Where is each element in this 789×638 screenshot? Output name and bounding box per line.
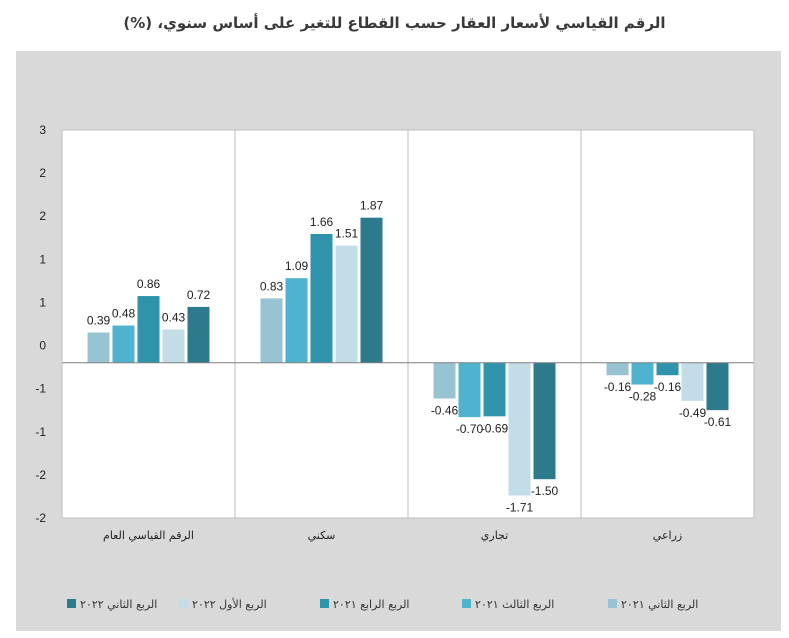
legend-swatch <box>67 599 76 608</box>
data-label: 0.72 <box>187 288 211 302</box>
y-tick-label: 0 <box>39 339 46 353</box>
data-label: -0.16 <box>654 380 682 394</box>
legend-label: الربع الثاني ٢٠٢٢ <box>80 598 157 611</box>
data-label: 0.86 <box>137 277 161 291</box>
bar <box>433 362 456 399</box>
y-tick-label: 3 <box>39 123 46 137</box>
x-category-label: الرقم القياسي العام <box>103 529 194 542</box>
bar <box>533 362 556 480</box>
y-tick-label: 2 <box>39 166 46 180</box>
bar <box>137 296 160 363</box>
legend-label: الربع الثاني ٢٠٢١ <box>621 598 698 611</box>
data-label: 0.39 <box>87 314 111 328</box>
bar <box>483 362 506 417</box>
bar <box>87 332 110 363</box>
data-label: -0.16 <box>604 380 632 394</box>
data-label: -0.46 <box>431 403 459 417</box>
data-label: -0.69 <box>481 421 509 435</box>
bar <box>681 362 704 401</box>
data-label: -0.70 <box>456 422 484 436</box>
data-label: 1.09 <box>285 259 309 273</box>
bar <box>162 329 185 363</box>
y-tick-label: 1 <box>39 295 46 309</box>
legend-swatch <box>320 599 329 608</box>
y-tick-label: -2 <box>35 468 46 482</box>
data-label: 0.43 <box>162 310 186 324</box>
bar <box>606 362 629 376</box>
bar <box>656 362 679 376</box>
bar <box>260 298 283 363</box>
data-label: -1.71 <box>506 500 534 514</box>
legend-swatch <box>179 599 188 608</box>
bar <box>285 278 308 363</box>
x-category-label: تجاري <box>481 529 508 542</box>
legend-swatch <box>608 599 617 608</box>
plot-border <box>61 129 755 519</box>
y-tick-label: 1 <box>39 252 46 266</box>
bar <box>360 217 383 363</box>
data-label: -0.61 <box>704 415 732 429</box>
legend: الربع الثاني ٢٠٢١ الربع الثالث ٢٠٢١ الربع … <box>67 597 698 611</box>
plot-area: 3 2 2 1 1 0 -1 -1 -2 -2 0.39 0.48 0.86 0.430.72 الرقم … <box>35 123 755 542</box>
data-label: 1.66 <box>310 215 334 229</box>
bar <box>458 362 481 418</box>
data-label: -0.49 <box>679 406 707 420</box>
bar <box>112 325 135 363</box>
bar <box>187 306 210 363</box>
chart-title: الرقم القياسي لأسعار العقار حسب القطاع ل… <box>123 14 666 32</box>
bar <box>706 362 729 411</box>
legend-label: الربع الثالث ٢٠٢١ <box>475 598 554 611</box>
legend-label: الربع الأول ٢٠٢٢ <box>192 597 267 611</box>
y-tick-label: -1 <box>35 425 46 439</box>
data-label: 0.48 <box>112 307 136 321</box>
y-tick-label: 2 <box>39 209 46 223</box>
y-tick-label: -1 <box>35 382 46 396</box>
bar <box>310 233 333 363</box>
data-label: -0.28 <box>629 390 657 404</box>
data-label: 1.87 <box>360 199 384 213</box>
bar <box>335 245 358 363</box>
x-category-label: زراعي <box>653 529 682 542</box>
data-label: 0.83 <box>260 279 284 293</box>
data-label: 1.51 <box>335 227 359 241</box>
legend-swatch <box>462 599 471 608</box>
y-tick-label: -2 <box>35 511 46 525</box>
bar <box>631 362 654 385</box>
x-category-label: سكني <box>308 529 336 542</box>
legend-label: الربع الرابع ٢٠٢١ <box>333 598 409 611</box>
bar <box>508 362 531 496</box>
data-label: -1.50 <box>531 484 559 498</box>
